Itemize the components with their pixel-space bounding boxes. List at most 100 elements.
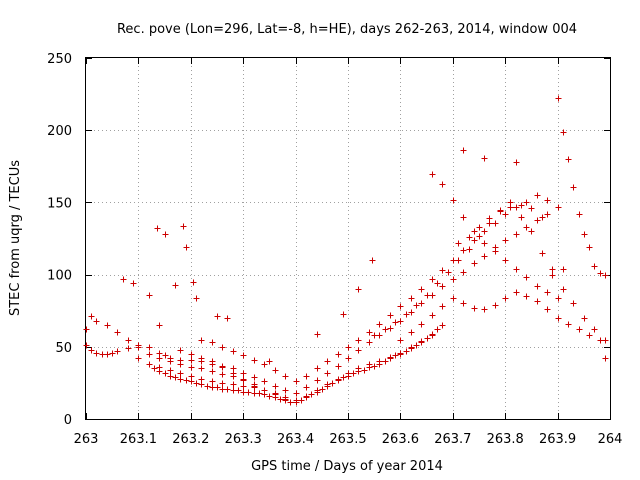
data-point: [109, 350, 116, 357]
data-point: [340, 311, 347, 318]
data-point: [397, 318, 404, 325]
data-point: [335, 351, 342, 358]
data-point: [177, 347, 184, 354]
data-point: [534, 298, 541, 305]
data-point: [366, 339, 373, 346]
data-point: [576, 326, 583, 333]
data-point: [549, 266, 556, 273]
data-point: [481, 228, 488, 235]
data-point: [560, 129, 567, 136]
x-tick-label: 263.6: [382, 432, 419, 447]
data-point: [502, 237, 509, 244]
data-point: [507, 204, 514, 211]
data-point: [513, 289, 520, 296]
data-point: [230, 381, 237, 388]
y-tick-label: 100: [47, 269, 72, 284]
data-point: [460, 300, 467, 307]
y-tick-labels: 0 50 100 150 200 250: [47, 52, 72, 428]
data-point: [125, 345, 132, 352]
data-point: [277, 396, 284, 403]
series-arc-f: [198, 192, 551, 385]
data-point: [434, 280, 441, 287]
data-point: [146, 292, 153, 299]
data-point: [83, 342, 90, 349]
data-point: [198, 365, 205, 372]
y-tick-label: 250: [47, 52, 72, 67]
data-point: [570, 300, 577, 307]
data-point: [167, 367, 174, 374]
data-point: [177, 361, 184, 368]
data-point: [555, 315, 562, 322]
data-point: [345, 370, 352, 377]
data-point: [544, 197, 551, 204]
data-point: [293, 390, 300, 397]
data-point: [180, 223, 187, 230]
data-point: [403, 348, 410, 355]
data-point: [324, 381, 331, 388]
data-point: [581, 231, 588, 238]
data-point: [591, 326, 598, 333]
data-point: [471, 305, 478, 312]
data-point: [188, 357, 195, 364]
data-point: [266, 358, 273, 365]
data-point: [198, 337, 205, 344]
data-point: [528, 205, 535, 212]
data-point: [392, 352, 399, 359]
data-point: [261, 387, 268, 394]
data-point: [565, 321, 572, 328]
data-point: [355, 365, 362, 372]
data-point: [198, 376, 205, 383]
series-outliers: [120, 147, 609, 365]
data-point: [408, 309, 415, 316]
data-point: [466, 246, 473, 253]
data-point: [355, 286, 362, 293]
data-point: [104, 351, 111, 358]
series-arc-e: [177, 204, 562, 397]
data-point: [183, 244, 190, 251]
data-point: [146, 344, 153, 351]
data-point: [303, 373, 310, 380]
data-point: [471, 237, 478, 244]
data-point: [245, 389, 252, 396]
data-point: [167, 358, 174, 365]
data-point: [544, 289, 551, 296]
data-point: [534, 283, 541, 290]
data-point: [335, 363, 342, 370]
series-arc-c: [151, 322, 446, 406]
data-point: [450, 276, 457, 283]
data-point: [355, 347, 362, 354]
data-point: [88, 313, 95, 320]
data-point: [209, 368, 216, 375]
data-point: [104, 322, 111, 329]
x-axis-label: GPS time / Days of year 2014: [251, 459, 443, 474]
series-arc-k: [549, 95, 609, 279]
data-point: [560, 286, 567, 293]
series-arc-h: [397, 289, 604, 344]
data-point: [439, 283, 446, 290]
data-point: [156, 322, 163, 329]
data-point: [555, 204, 562, 211]
data-point: [335, 376, 342, 383]
data-point: [429, 171, 436, 178]
data-point: [329, 380, 336, 387]
data-point: [219, 344, 226, 351]
data-point: [460, 147, 467, 154]
data-point: [303, 384, 310, 391]
data-point: [371, 332, 378, 339]
data-point: [230, 348, 237, 355]
data-point: [534, 192, 541, 199]
series-arc-i: [429, 171, 562, 302]
data-point: [434, 326, 441, 333]
data-point: [319, 386, 326, 393]
data-point: [481, 155, 488, 162]
data-point: [476, 224, 483, 231]
data-point: [135, 355, 142, 362]
data-point: [518, 214, 525, 221]
data-point: [413, 342, 420, 349]
data-point: [439, 181, 446, 188]
data-point: [408, 344, 415, 351]
x-tick-labels: 263 263.1 263.2 263.3 263.4 263.5 263.6 263.7 26…: [74, 432, 623, 447]
data-point: [355, 337, 362, 344]
data-point: [450, 295, 457, 302]
